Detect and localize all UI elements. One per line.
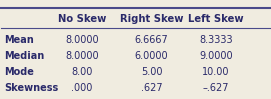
Text: .627: .627: [141, 83, 162, 93]
Text: 8.0000: 8.0000: [65, 35, 99, 45]
Text: 8.0000: 8.0000: [65, 51, 99, 61]
Text: .000: .000: [71, 83, 92, 93]
Text: 8.00: 8.00: [71, 67, 92, 77]
Text: No Skew: No Skew: [58, 14, 106, 24]
Text: 8.3333: 8.3333: [199, 35, 233, 45]
Text: –.627: –.627: [203, 83, 229, 93]
Text: 6.0000: 6.0000: [135, 51, 168, 61]
Text: Skewness: Skewness: [4, 83, 58, 93]
Text: 10.00: 10.00: [202, 67, 230, 77]
Text: Mode: Mode: [4, 67, 34, 77]
Text: Left Skew: Left Skew: [188, 14, 244, 24]
Text: 6.6667: 6.6667: [135, 35, 169, 45]
Text: Median: Median: [4, 51, 44, 61]
Text: 9.0000: 9.0000: [199, 51, 233, 61]
Text: 5.00: 5.00: [141, 67, 162, 77]
Text: Right Skew: Right Skew: [120, 14, 183, 24]
Text: Mean: Mean: [4, 35, 34, 45]
